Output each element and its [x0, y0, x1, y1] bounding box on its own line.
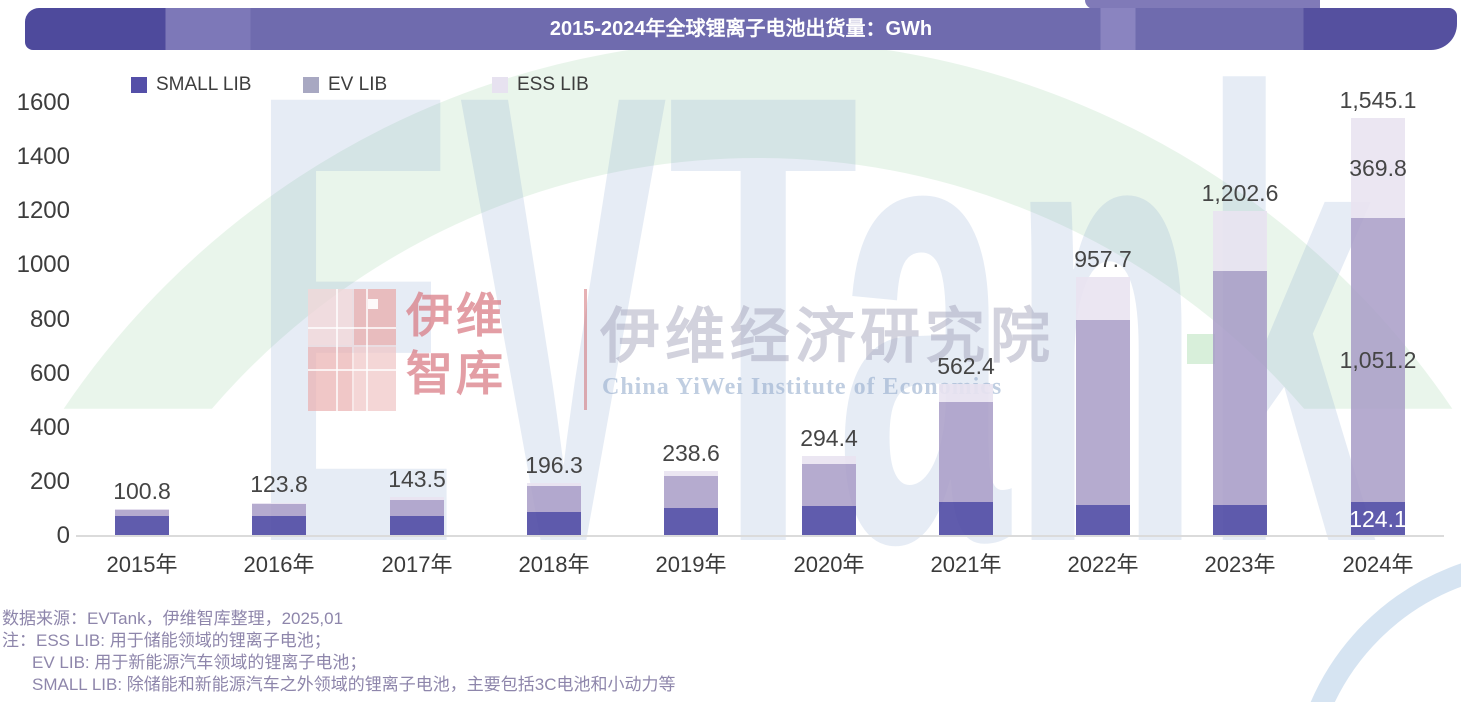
x-axis-category-label: 2021年 [930, 552, 1002, 577]
y-axis-tick-label: 200 [29, 468, 70, 495]
green-square-accent [1187, 334, 1215, 364]
legend-label: SMALL LIB [156, 74, 252, 95]
bar-segment-ev-lib [1351, 217, 1405, 503]
bar-total-label: 196.3 [525, 452, 583, 478]
legend-swatch-icon [492, 77, 508, 93]
note-ess-lib: 注：ESS LIB: 用于储能领域的锂离子电池； [2, 631, 331, 650]
y-axis-tick-label: 400 [29, 414, 70, 441]
bar-segment-ev-lib [252, 503, 306, 516]
bar-total-label: 143.5 [388, 466, 446, 492]
logo-text-yiwei: 伊维 [406, 289, 506, 342]
logo-divider-line [584, 289, 587, 410]
bar-segment-ev-lib [664, 476, 718, 509]
bar-total-label: 238.6 [662, 440, 720, 466]
legend-swatch-icon [131, 77, 147, 93]
bar-segment-ev-lib [802, 463, 856, 507]
x-axis-category-label: 2020年 [793, 552, 865, 577]
bar-segment-ess-lib [1213, 210, 1267, 272]
legend-swatch-icon [303, 77, 319, 93]
bar-segment-ess-lib [1076, 276, 1130, 320]
bar-segment-ev-lib [527, 485, 581, 513]
bar-total-label: 1,545.1 [1339, 87, 1417, 113]
bar-segment-ess-lib [802, 456, 856, 464]
x-axis-category-label: 2024年 [1342, 552, 1414, 577]
bar-segment-ev-lib [1076, 319, 1130, 506]
bar-segment-small-lib [115, 515, 169, 536]
legend-item-ev-lib: EV LIB [303, 74, 387, 96]
data-source-note: 数据来源：EVTank，伊维智库整理，2025,01 [2, 609, 344, 628]
bar-segment-small-lib [1076, 505, 1130, 536]
bar-total-label: 1,202.6 [1201, 180, 1279, 206]
bar-segment-ess-lib [390, 497, 444, 501]
chart-title: 2015-2024年全球锂离子电池出货量：GWh [549, 18, 933, 40]
x-axis-category-label: 2015年 [106, 552, 178, 577]
bar-segment-ess-lib [252, 502, 306, 504]
bar-total-label: 294.4 [800, 425, 858, 451]
legend-label: ESS LIB [517, 74, 589, 95]
bar-total-label: 957.7 [1074, 246, 1132, 272]
y-axis-tick-label: 0 [56, 522, 70, 549]
x-axis-category-label: 2022年 [1067, 552, 1139, 577]
bar-segment-small-lib [527, 512, 581, 536]
title-banner: 2015-2024年全球锂离子电池出货量：GWh [25, 8, 1457, 50]
y-axis-tick-label: 1600 [16, 89, 70, 116]
bar-segment-small-lib [802, 506, 856, 536]
bar-segment-ev-lib [115, 509, 169, 516]
bar-segment-ess-lib [939, 383, 993, 402]
footer-notes: 数据来源：EVTank，伊维智库整理，2025,01 注：ESS LIB: 用于… [2, 608, 1102, 696]
bar-segment-ev-lib [939, 401, 993, 503]
bar-segment-small-lib [390, 515, 444, 536]
institute-name-cn: 伊维经济研究院 [600, 304, 1055, 370]
bar-segment-ess-lib [527, 482, 581, 486]
bar-segment-small-lib [1213, 505, 1267, 536]
legend-item-small-lib: SMALL LIB [131, 74, 251, 96]
legend-label: EV LIB [328, 74, 388, 95]
bar-segment-ess-lib [664, 471, 718, 477]
bar-segment-ev-lib [1213, 271, 1267, 506]
bar-segment-label: 124.1 [1349, 506, 1407, 532]
x-axis-category-label: 2016年 [243, 552, 315, 577]
x-axis-category-label: 2023年 [1204, 552, 1276, 577]
bar-total-label: 123.8 [250, 471, 308, 497]
x-axis-line [76, 535, 1444, 537]
bar-segment-label: 369.8 [1349, 155, 1407, 181]
x-axis-category-label: 2019年 [655, 552, 727, 577]
bar-total-label: 562.4 [937, 353, 995, 379]
purple-swoosh-top-right [1085, 0, 1320, 9]
y-axis-tick-label: 1400 [16, 143, 70, 170]
bar-segment-ess-lib [115, 508, 169, 510]
bar-segment-small-lib [939, 502, 993, 536]
note-small-lib: SMALL LIB: 除储能和新能源汽车之外领域的锂离子电池，主要包括3C电池和… [32, 675, 676, 694]
bar-segment-small-lib [252, 516, 306, 536]
bar-segment-small-lib [664, 508, 718, 536]
bar-segment-ev-lib [390, 500, 444, 516]
bar-segment-small-lib [1351, 502, 1405, 536]
legend-item-ess-lib: ESS LIB [492, 74, 589, 96]
x-axis-category-label: 2018年 [518, 552, 590, 577]
bar-total-label: 100.8 [113, 478, 171, 504]
logo-text-zhiku: 智库 [406, 347, 506, 400]
y-axis-tick-label: 800 [29, 306, 70, 333]
note-ev-lib: EV LIB: 用于新能源汽车领域的锂离子电池； [32, 653, 367, 672]
y-axis-tick-label: 600 [29, 360, 70, 387]
yiwei-logo-mark [308, 289, 396, 411]
x-axis-category-label: 2017年 [381, 552, 453, 577]
bar-segment-ess-lib [1351, 117, 1405, 218]
bar-segment-label: 1,051.2 [1339, 347, 1417, 373]
y-axis-tick-label: 1000 [16, 251, 70, 278]
y-axis-tick-label: 1200 [16, 197, 70, 224]
institute-name-en: China YiWei Institute of Economics [602, 374, 1003, 400]
